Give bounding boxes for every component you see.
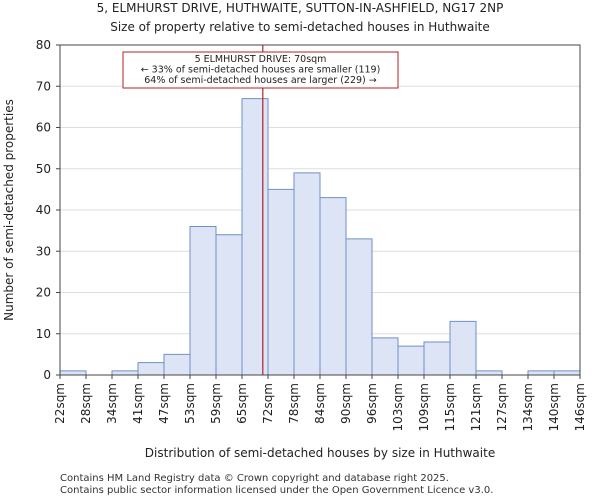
annotation-box bbox=[122, 51, 399, 89]
histogram-bar bbox=[397, 345, 425, 376]
x-axis-ticks: 22sqm 28sqm 34sqm 41sqm 47sqm 53sqm 59sqm 65sqm… bbox=[53, 375, 587, 431]
histogram-bar bbox=[527, 370, 555, 376]
histogram-bar bbox=[241, 98, 269, 376]
y-tick-label: 70 bbox=[36, 79, 51, 93]
histogram-bar bbox=[423, 341, 451, 376]
y-tick-label: 20 bbox=[36, 286, 51, 300]
x-tick-label: 59sqm bbox=[209, 383, 223, 424]
x-tick-label: 72sqm bbox=[261, 383, 275, 424]
x-tick-label: 140sqm bbox=[547, 383, 561, 431]
histogram-bar bbox=[345, 238, 373, 376]
histogram-bar bbox=[293, 172, 321, 376]
histogram-bar bbox=[111, 370, 139, 376]
x-tick-label: 109sqm bbox=[417, 383, 431, 431]
y-tick-label: 50 bbox=[36, 162, 51, 176]
histogram-bar bbox=[59, 370, 87, 376]
y-tick-label: 80 bbox=[36, 38, 51, 52]
x-axis-label: Distribution of semi-detached houses by … bbox=[145, 446, 495, 460]
x-tick-label: 103sqm bbox=[391, 383, 405, 431]
x-tick-label: 47sqm bbox=[157, 383, 171, 424]
y-axis-label: Number of semi-detached properties bbox=[2, 99, 16, 321]
x-tick-label: 134sqm bbox=[521, 383, 535, 431]
x-tick-label: 115sqm bbox=[443, 383, 457, 431]
x-tick-label: 84sqm bbox=[313, 383, 327, 424]
histogram-bar bbox=[475, 370, 503, 376]
y-tick-label: 60 bbox=[36, 121, 51, 135]
x-tick-label: 121sqm bbox=[469, 383, 483, 431]
footer-line-1: Contains HM Land Registry data © Crown c… bbox=[60, 473, 449, 484]
histogram-bar bbox=[449, 320, 477, 376]
chart-subtitle: Size of property relative to semi-detach… bbox=[110, 20, 490, 34]
x-tick-label: 41sqm bbox=[131, 383, 145, 424]
bars bbox=[59, 98, 581, 376]
histogram-bar bbox=[267, 188, 295, 376]
x-tick-label: 34sqm bbox=[105, 383, 119, 424]
x-tick-label: 90sqm bbox=[339, 383, 353, 424]
annotation-line: 5 ELMHURST DRIVE: 70sqm bbox=[195, 54, 327, 65]
histogram-bar bbox=[371, 337, 399, 376]
x-tick-label: 65sqm bbox=[235, 383, 249, 424]
plot-frame bbox=[59, 44, 581, 376]
y-tick-label: 40 bbox=[36, 203, 51, 217]
histogram-bar bbox=[553, 370, 581, 376]
chart-title: 5, ELMHURST DRIVE, HUTHWAITE, SUTTON-IN-… bbox=[97, 1, 504, 15]
y-tick-label: 10 bbox=[36, 327, 51, 341]
x-tick-label: 22sqm bbox=[53, 383, 67, 424]
annotation-line: ← 33% of semi-detached houses are smalle… bbox=[141, 65, 381, 76]
x-tick-label: 53sqm bbox=[183, 383, 197, 424]
x-tick-label: 127sqm bbox=[495, 383, 509, 431]
histogram-bar bbox=[215, 234, 243, 376]
y-tick-label: 0 bbox=[43, 368, 51, 382]
y-tick-label: 30 bbox=[36, 244, 51, 258]
footer-line-2: Contains public sector information licen… bbox=[60, 485, 494, 496]
histogram-bar bbox=[189, 226, 217, 376]
x-tick-label: 96sqm bbox=[365, 383, 379, 424]
histogram-bar bbox=[137, 362, 165, 376]
histogram-bar bbox=[163, 353, 191, 376]
marker-annotation: 5 ELMHURST DRIVE: 70sqm← 33% of semi-det… bbox=[122, 51, 399, 89]
x-tick-label: 146sqm bbox=[573, 383, 587, 431]
annotation-line: 64% of semi-detached houses are larger (… bbox=[144, 75, 377, 86]
x-tick-label: 78sqm bbox=[287, 383, 301, 424]
x-tick-label: 28sqm bbox=[79, 383, 93, 424]
histogram-bar bbox=[319, 197, 347, 376]
y-axis-ticks: 0 10 20 30 40 50 60 70 80 bbox=[36, 38, 60, 382]
